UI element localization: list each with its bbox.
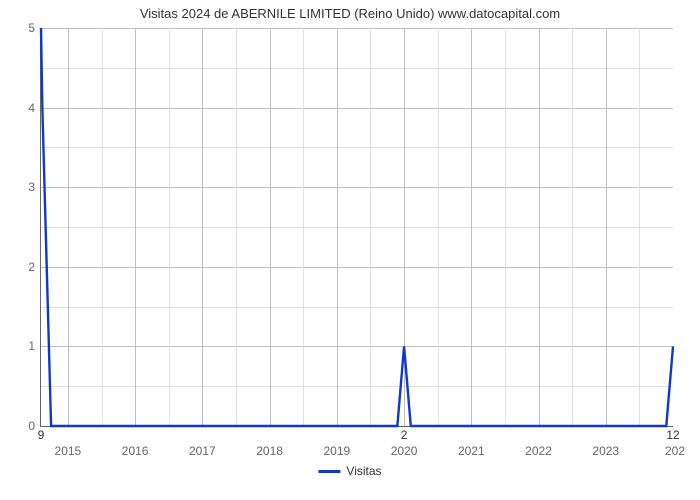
x-tick-label: 2017 — [189, 426, 216, 458]
series-line — [41, 28, 673, 426]
legend-swatch — [318, 470, 340, 473]
y-tick-label: 2 — [28, 260, 41, 274]
x-tick-label: 2018 — [256, 426, 283, 458]
y-tick-label: 5 — [28, 21, 41, 35]
below-axis-label: 9 — [38, 426, 45, 442]
below-axis-label: 12 — [666, 426, 679, 442]
x-tick-label: 2019 — [323, 426, 350, 458]
x-tick-label: 2022 — [525, 426, 552, 458]
plot-area: 0123452015201620172018201920202021202220… — [40, 28, 673, 427]
legend-label: Visitas — [346, 464, 381, 478]
x-tick-label: 2015 — [55, 426, 82, 458]
below-axis-label: 2 — [401, 426, 408, 442]
legend: Visitas — [318, 464, 381, 478]
y-tick-label: 1 — [28, 339, 41, 353]
x-tick-label: 2021 — [458, 426, 485, 458]
x-tick-label: 2016 — [122, 426, 149, 458]
y-tick-label: 4 — [28, 101, 41, 115]
x-tick-label: 2023 — [592, 426, 619, 458]
chart-title: Visitas 2024 de ABERNILE LIMITED (Reino … — [0, 6, 700, 21]
y-tick-label: 3 — [28, 180, 41, 194]
